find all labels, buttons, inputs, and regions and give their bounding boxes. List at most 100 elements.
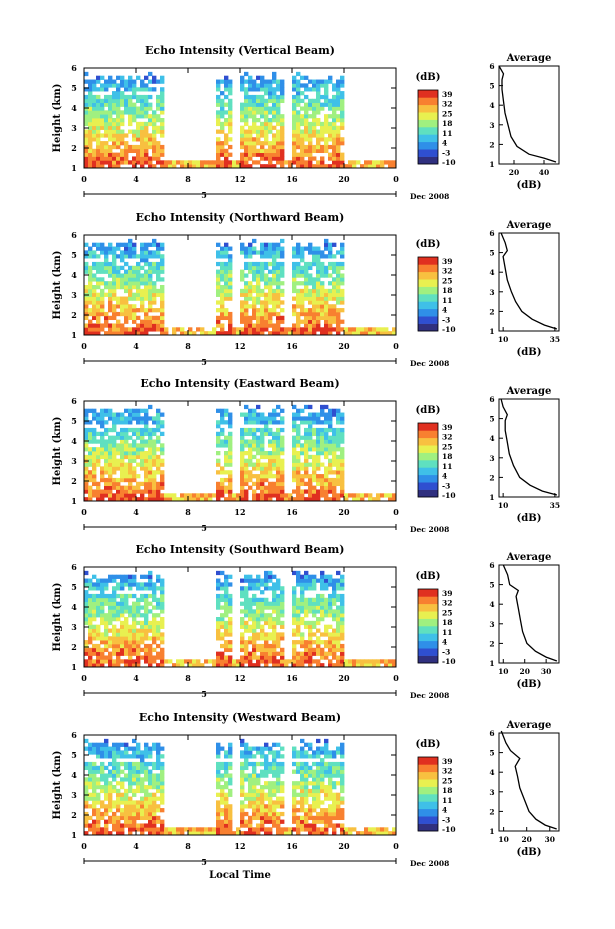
heatmap-cell [116, 466, 121, 471]
heatmap-cell [216, 308, 221, 313]
heatmap-cell [296, 493, 301, 498]
heatmap-cell [308, 769, 313, 774]
heatmap-cell [304, 114, 309, 119]
heatmap-cell [148, 761, 153, 767]
heatmap-cell [248, 319, 253, 324]
heatmap-cell [340, 125, 345, 130]
heatmap-cell [148, 659, 153, 664]
heatmap-cell [116, 254, 121, 259]
heatmap-cell [296, 304, 301, 309]
heatmap-cell [260, 819, 265, 824]
heatmap-cell [120, 454, 125, 460]
heatmap-cell [100, 160, 105, 165]
heatmap-cell [136, 144, 141, 150]
heatmap-cell [144, 443, 149, 448]
heatmap-cell [232, 327, 237, 332]
heatmap-cell [132, 164, 137, 169]
heatmap-cell [296, 605, 301, 610]
heatmap-cell [176, 160, 181, 165]
avg-y-tick-label: 3 [489, 121, 494, 130]
heatmap-cell [92, 79, 97, 84]
heatmap-cell [220, 416, 225, 421]
heatmap-cell [244, 427, 249, 433]
heatmap-cell [88, 273, 93, 278]
heatmap-cell [108, 94, 113, 100]
heatmap-cell [340, 477, 345, 483]
heatmap-cell [268, 300, 273, 305]
heatmap-cell [108, 273, 113, 278]
heatmap-cell [300, 416, 305, 421]
heatmap-cell [92, 800, 97, 805]
heatmap-cell [248, 477, 253, 483]
heatmap-cell [256, 106, 261, 111]
heatmap-cell [140, 83, 145, 88]
heatmap-cell [300, 640, 305, 645]
heatmap-cell [152, 79, 157, 84]
heatmap-cell [120, 296, 125, 301]
heatmap-cell [348, 327, 353, 332]
heatmap-cell [312, 98, 317, 104]
heatmap-cell [224, 477, 229, 483]
heatmap-cell [148, 466, 153, 471]
heatmap-cell [220, 427, 225, 433]
heatmap-cell [92, 83, 97, 88]
heatmap-cell [144, 761, 149, 767]
heatmap-cell [144, 94, 149, 100]
heatmap-cell [132, 106, 137, 111]
heatmap-cell [216, 605, 221, 610]
heatmap-cell [228, 311, 233, 317]
heatmap-cell [128, 148, 133, 154]
heatmap-cell [88, 765, 93, 771]
y-axis-label: Height (km) [52, 84, 63, 153]
heatmap-cell [88, 323, 93, 328]
heatmap-cell [296, 250, 301, 255]
heatmap-cell [120, 75, 125, 80]
heatmap-cell [112, 651, 117, 656]
heatmap-cell [88, 485, 93, 490]
heatmap-cell [260, 609, 265, 614]
heatmap-cell [112, 624, 117, 629]
heatmap-cell [308, 651, 313, 656]
heatmap-cell [116, 94, 121, 100]
heatmap-cell [140, 769, 145, 774]
heatmap-cell [224, 148, 229, 154]
heatmap-cell [340, 156, 345, 161]
heatmap-cell [116, 628, 121, 633]
heatmap-cell [264, 156, 269, 161]
heatmap-cell [108, 746, 113, 751]
heatmap-cell [112, 746, 117, 751]
heatmap-cell [224, 593, 229, 599]
heatmap-cell [100, 827, 105, 832]
heatmap-cell [268, 288, 273, 294]
heatmap-cell [276, 477, 281, 483]
heatmap-cell [264, 758, 269, 763]
heatmap-cell [324, 640, 329, 645]
heatmap-cell [268, 412, 273, 417]
heatmap-cell [244, 443, 249, 448]
heatmap-cell [292, 609, 297, 614]
heatmap-cell [140, 597, 145, 603]
heatmap-cell [96, 323, 101, 328]
colorbar-tick-label: -10 [442, 657, 456, 666]
x-tick-label: 4 [133, 174, 139, 184]
colorbar-swatch [418, 430, 438, 439]
heatmap-cell [244, 620, 249, 626]
heatmap-cell [144, 311, 149, 317]
heatmap-cell [112, 613, 117, 618]
heatmap-cell [180, 160, 185, 165]
heatmap-cell [340, 466, 345, 471]
heatmap-cell [264, 110, 269, 115]
heatmap-cell [300, 761, 305, 767]
heatmap-cell [156, 628, 161, 633]
heatmap-cell [124, 796, 129, 801]
heatmap-cell [96, 265, 101, 271]
heatmap-cell [268, 121, 273, 127]
heatmap-cell [224, 624, 229, 629]
heatmap-cell [252, 443, 257, 448]
heatmap-cell [152, 493, 157, 498]
heatmap-cell [248, 754, 253, 759]
heatmap-cell [336, 427, 341, 433]
heatmap-cell [88, 447, 93, 452]
heatmap-cell [276, 106, 281, 111]
heatmap-cell [196, 497, 201, 502]
